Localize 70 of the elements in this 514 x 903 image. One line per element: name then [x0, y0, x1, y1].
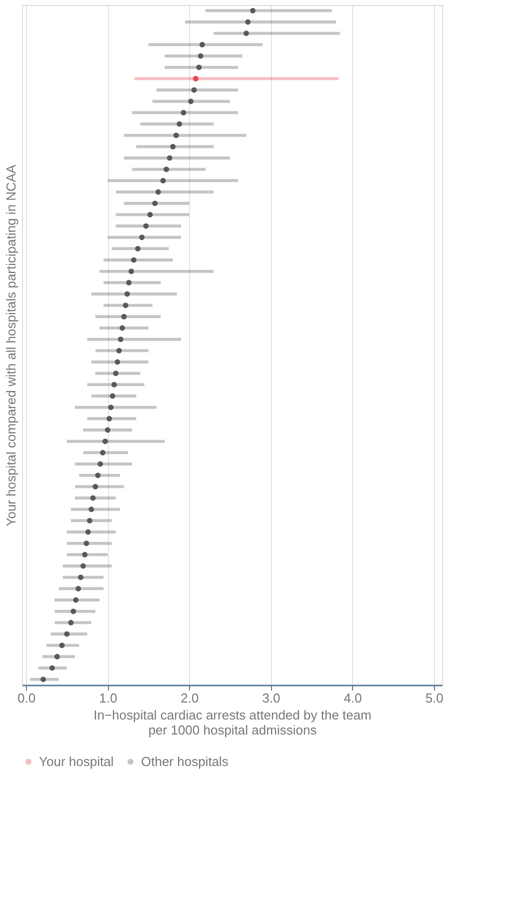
- point: [85, 529, 91, 535]
- y-axis-title: Your hospital compared with all hospitals participating in NCAA: [4, 164, 18, 526]
- point: [78, 574, 84, 580]
- point: [170, 144, 176, 150]
- point: [88, 506, 94, 512]
- point: [128, 268, 134, 274]
- point: [73, 597, 79, 603]
- point: [70, 608, 76, 614]
- point: [82, 552, 88, 558]
- point: [104, 427, 110, 433]
- point: [90, 495, 96, 501]
- point: [121, 314, 127, 320]
- point: [155, 189, 161, 195]
- point: [143, 223, 149, 229]
- x-tick-label: 2.0: [180, 690, 199, 706]
- point: [84, 540, 90, 546]
- point: [199, 42, 205, 48]
- point: [95, 472, 101, 478]
- x-tick-label: 4.0: [344, 690, 362, 706]
- point: [152, 200, 158, 206]
- legend-label: Your hospital: [39, 754, 114, 769]
- point: [139, 234, 145, 240]
- point: [245, 19, 251, 25]
- point: [122, 302, 128, 308]
- point: [86, 518, 92, 524]
- point: [164, 166, 170, 172]
- point: [188, 98, 194, 104]
- point: [102, 438, 108, 444]
- point: [98, 461, 104, 467]
- point: [92, 484, 98, 490]
- point: [180, 110, 186, 116]
- point: [147, 212, 153, 218]
- point: [76, 586, 82, 592]
- point: [135, 246, 141, 252]
- point: [198, 53, 204, 59]
- point: [80, 563, 86, 569]
- point: [124, 291, 130, 297]
- point: [116, 348, 122, 354]
- point: [49, 665, 55, 671]
- point: [111, 382, 117, 388]
- point: [192, 76, 198, 82]
- point: [160, 178, 166, 184]
- point: [110, 393, 116, 399]
- point: [126, 280, 132, 286]
- point: [196, 64, 202, 70]
- x-axis-title: In−hospital cardiac arrests attended by the team per 1000 hospital admissions: [94, 708, 372, 738]
- point: [40, 676, 46, 682]
- point: [59, 642, 65, 648]
- point: [64, 631, 70, 637]
- point: [250, 8, 256, 14]
- x-tick-label: 5.0: [425, 690, 444, 706]
- point: [176, 121, 182, 127]
- x-tick-label: 3.0: [262, 690, 280, 706]
- point: [100, 450, 106, 456]
- point: [108, 404, 114, 410]
- point: [118, 336, 124, 342]
- point: [114, 359, 120, 365]
- legend-label: Other hospitals: [141, 754, 229, 769]
- point: [120, 325, 126, 331]
- point: [54, 654, 60, 660]
- point: [113, 370, 119, 376]
- point: [173, 132, 179, 138]
- point: [244, 30, 250, 36]
- point: [130, 257, 136, 263]
- point: [191, 87, 197, 93]
- point: [166, 155, 172, 161]
- point: [68, 620, 74, 626]
- point: [106, 416, 112, 422]
- x-tick-label: 0.0: [18, 690, 36, 706]
- x-tick-label: 1.0: [99, 690, 118, 706]
